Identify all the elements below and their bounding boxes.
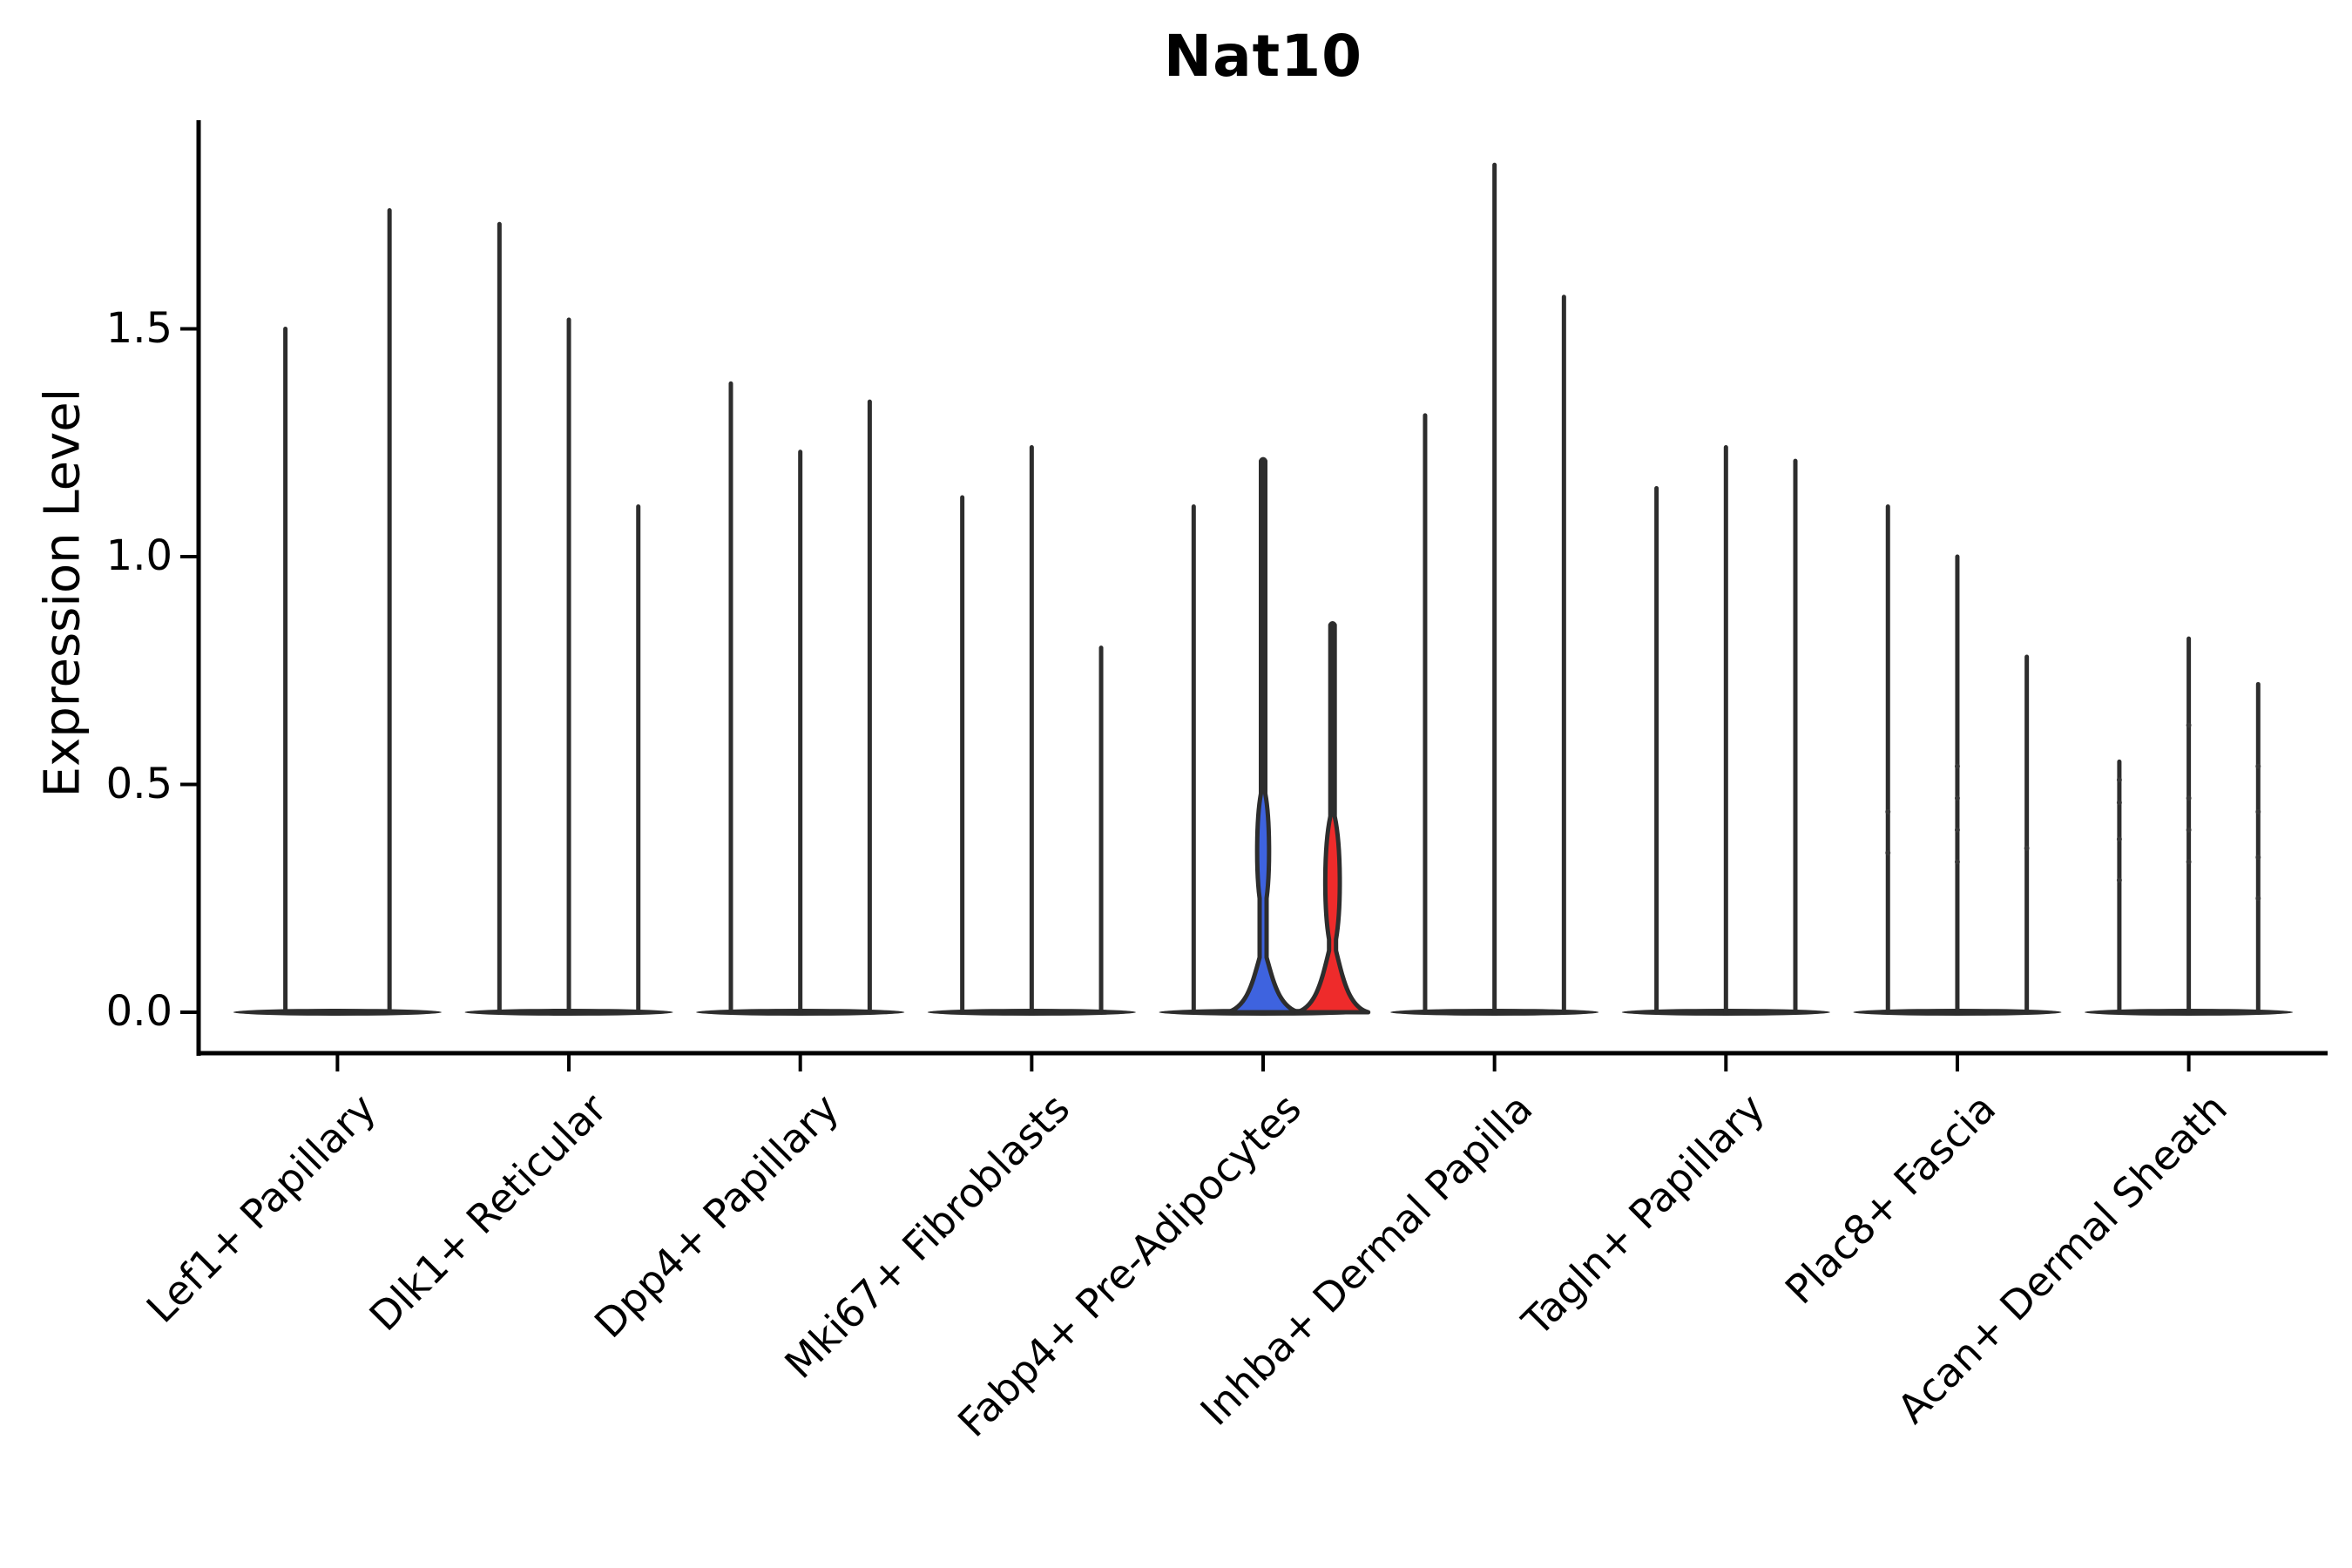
- cell-point: [2255, 896, 2261, 902]
- cell-point: [2186, 722, 2192, 728]
- y-tick-label-0.0: 0.0: [105, 987, 172, 1036]
- y-tick-label-1.5: 1.5: [105, 303, 172, 353]
- cell-point: [2116, 777, 2122, 783]
- cell-point: [2024, 845, 2030, 851]
- cell-point: [2186, 859, 2192, 865]
- cell-point: [1954, 795, 1960, 801]
- cell-point: [2116, 836, 2122, 842]
- cell-point: [2255, 808, 2261, 814]
- cell-point: [2116, 877, 2122, 883]
- violin-filled-blue: [1225, 456, 1301, 1015]
- chart-title: Nat10: [1163, 23, 1363, 90]
- cell-point: [1885, 808, 1891, 814]
- violin-baseline: [233, 1009, 442, 1016]
- cell-point: [2186, 827, 2192, 833]
- cell-point: [1954, 859, 1960, 865]
- cell-point: [1885, 849, 1891, 855]
- cell-point: [2116, 800, 2122, 806]
- cell-point: [2186, 795, 2192, 801]
- cell-point: [1954, 763, 1960, 769]
- y-tick-label-0.5: 0.5: [105, 759, 172, 808]
- y-tick-label-1.0: 1.0: [105, 531, 172, 580]
- cell-point: [1954, 827, 1960, 833]
- violin-filled-red: [1294, 620, 1371, 1015]
- cell-point: [2255, 763, 2261, 769]
- cell-point: [2255, 855, 2261, 861]
